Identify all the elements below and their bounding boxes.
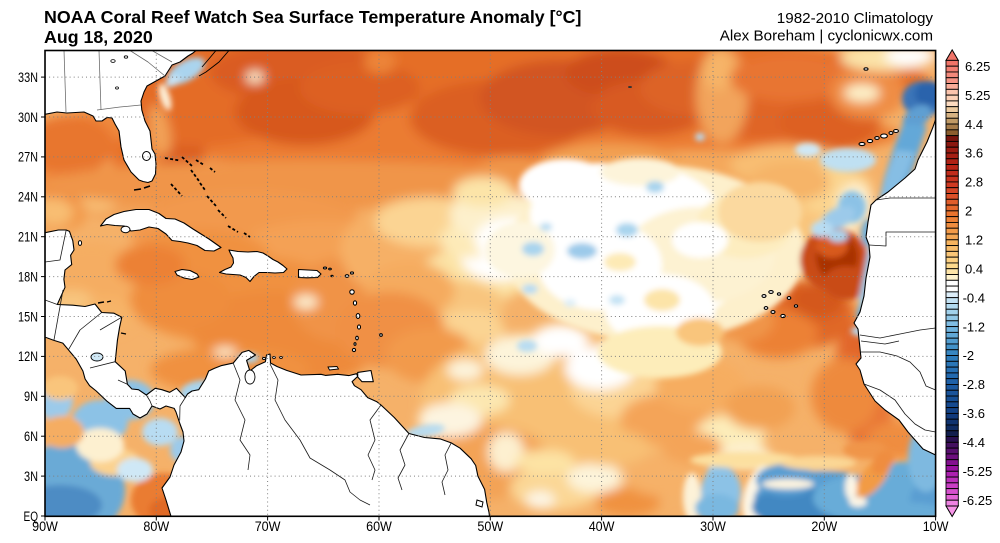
svg-text:1982-2010 Climatology: 1982-2010 Climatology xyxy=(777,10,934,27)
svg-text:70W: 70W xyxy=(255,519,281,534)
svg-text:6.25: 6.25 xyxy=(965,59,990,74)
svg-text:90W: 90W xyxy=(32,519,58,534)
svg-text:-2: -2 xyxy=(963,348,975,363)
svg-text:-2.8: -2.8 xyxy=(963,377,985,392)
svg-text:-5.25: -5.25 xyxy=(963,464,993,479)
svg-text:60W: 60W xyxy=(366,519,392,534)
svg-text:3N: 3N xyxy=(24,469,38,484)
svg-text:-6.25: -6.25 xyxy=(963,493,993,508)
svg-text:21N: 21N xyxy=(18,230,38,245)
svg-text:5.25: 5.25 xyxy=(965,88,990,103)
svg-text:Aug 18, 2020: Aug 18, 2020 xyxy=(44,27,153,47)
svg-text:0.4: 0.4 xyxy=(965,261,983,276)
svg-text:20W: 20W xyxy=(811,519,837,534)
svg-text:50W: 50W xyxy=(477,519,503,534)
svg-text:-0.4: -0.4 xyxy=(963,290,985,305)
svg-text:80W: 80W xyxy=(143,519,169,534)
svg-text:6N: 6N xyxy=(24,429,38,444)
svg-text:18N: 18N xyxy=(18,269,38,284)
svg-text:33N: 33N xyxy=(18,70,38,85)
svg-text:10W: 10W xyxy=(923,519,949,534)
svg-text:30W: 30W xyxy=(700,519,726,534)
svg-text:3.6: 3.6 xyxy=(965,146,983,161)
svg-text:-3.6: -3.6 xyxy=(963,406,985,421)
svg-text:4.4: 4.4 xyxy=(965,117,983,132)
svg-text:NOAA Coral Reef Watch Sea Surf: NOAA Coral Reef Watch Sea Surface Temper… xyxy=(44,7,581,27)
svg-text:1.2: 1.2 xyxy=(965,233,983,248)
svg-text:-4.4: -4.4 xyxy=(963,435,985,450)
svg-text:2: 2 xyxy=(965,204,972,219)
svg-text:12N: 12N xyxy=(18,349,38,364)
svg-text:2.8: 2.8 xyxy=(965,175,983,190)
svg-text:15N: 15N xyxy=(18,309,38,324)
svg-text:30N: 30N xyxy=(18,110,38,125)
svg-text:9N: 9N xyxy=(24,389,38,404)
svg-text:27N: 27N xyxy=(18,150,38,165)
svg-text:40W: 40W xyxy=(589,519,615,534)
svg-text:24N: 24N xyxy=(18,190,38,205)
svg-text:-1.2: -1.2 xyxy=(963,319,985,334)
svg-text:EQ: EQ xyxy=(24,509,39,524)
svg-text:Alex Boreham | cyclonicwx.com: Alex Boreham | cyclonicwx.com xyxy=(720,28,933,45)
